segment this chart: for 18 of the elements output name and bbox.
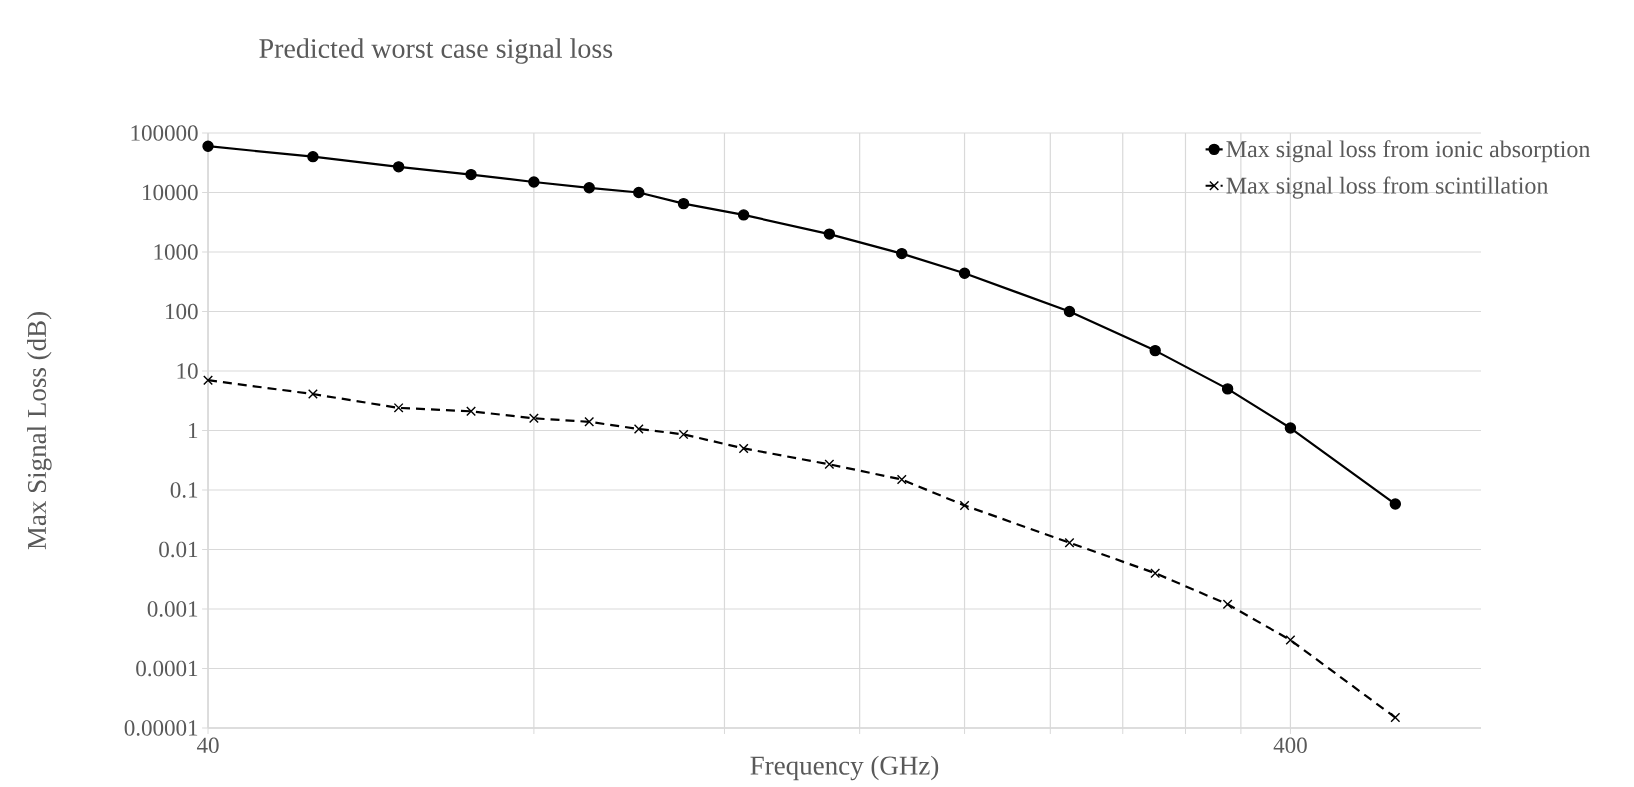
y-tick-label: 1 bbox=[189, 422, 198, 439]
y-tick-label: 10000 bbox=[143, 184, 198, 201]
y-tick-label: 100000 bbox=[131, 125, 198, 141]
x-tick-label: 400 bbox=[1273, 737, 1307, 754]
y-tick-label: 0.01 bbox=[159, 541, 198, 558]
y-tick-label: 0.001 bbox=[147, 601, 198, 617]
chart-title: Predicted worst case signal loss bbox=[259, 38, 613, 64]
x-tick-label: 40 bbox=[196, 737, 219, 754]
y-tick-label: 10 bbox=[177, 363, 198, 379]
legend-label: Max signal loss from scintillation bbox=[1226, 176, 1549, 199]
legend-label: Max signal loss from ionic absorption bbox=[1226, 140, 1591, 163]
y-axis-title: Max Signal Loss (dB) bbox=[27, 312, 52, 550]
y-tick-label: 0.0001 bbox=[136, 660, 198, 677]
y-tick-label: 1000 bbox=[154, 244, 198, 260]
y-tick-label: 100 bbox=[166, 303, 198, 320]
x-axis-title: Frequency (GHz) bbox=[750, 755, 939, 781]
y-tick-label: 0.1 bbox=[170, 482, 198, 498]
y-tick-label: 0.00001 bbox=[124, 720, 198, 736]
